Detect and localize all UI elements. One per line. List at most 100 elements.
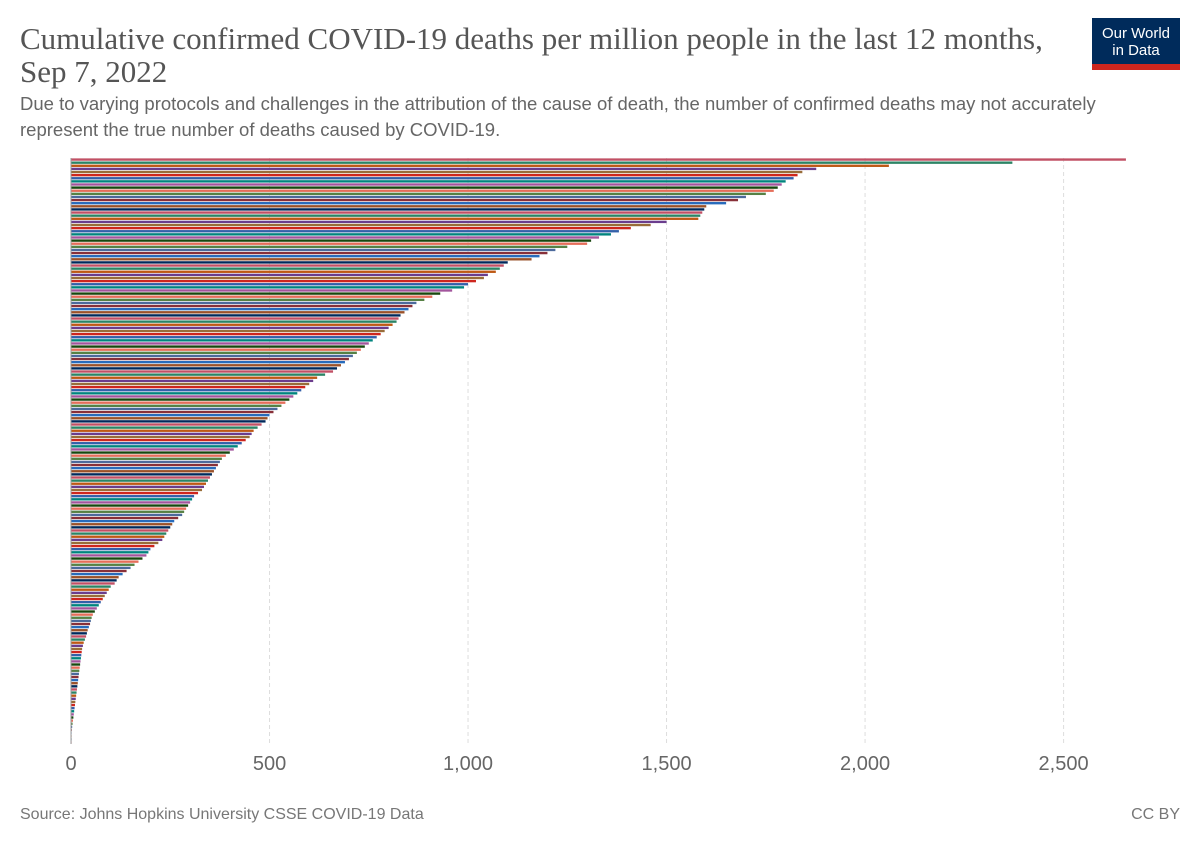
bar[interactable] bbox=[71, 217, 699, 220]
bar[interactable] bbox=[71, 569, 127, 573]
bar[interactable] bbox=[71, 264, 504, 267]
bar[interactable] bbox=[71, 710, 75, 713]
bar[interactable] bbox=[71, 675, 79, 679]
bar[interactable] bbox=[71, 566, 131, 570]
bar[interactable] bbox=[71, 438, 246, 442]
bar[interactable] bbox=[71, 298, 425, 302]
bar[interactable] bbox=[71, 448, 234, 451]
bar[interactable] bbox=[71, 685, 78, 688]
bar[interactable] bbox=[71, 351, 357, 354]
bar[interactable] bbox=[71, 544, 155, 548]
bar[interactable] bbox=[71, 189, 774, 192]
bar[interactable] bbox=[71, 311, 405, 314]
bar[interactable] bbox=[71, 183, 782, 186]
bar[interactable] bbox=[71, 644, 83, 647]
bar[interactable] bbox=[71, 647, 83, 651]
bar[interactable] bbox=[71, 339, 373, 342]
bar[interactable] bbox=[71, 516, 179, 520]
bar[interactable] bbox=[71, 650, 82, 654]
bar[interactable] bbox=[71, 694, 77, 697]
source-note[interactable]: Source: Johns Hopkins University CSSE CO… bbox=[20, 806, 424, 823]
bar[interactable] bbox=[71, 532, 167, 535]
bar[interactable] bbox=[71, 616, 92, 619]
bar[interactable] bbox=[71, 354, 353, 358]
bar[interactable] bbox=[71, 177, 794, 180]
bar[interactable] bbox=[71, 495, 195, 498]
bar[interactable] bbox=[71, 239, 592, 242]
bar[interactable] bbox=[71, 233, 611, 236]
bar[interactable] bbox=[71, 164, 889, 167]
bar[interactable] bbox=[71, 526, 171, 529]
bar[interactable] bbox=[71, 594, 105, 598]
bar[interactable] bbox=[71, 678, 79, 682]
bar[interactable] bbox=[71, 226, 631, 230]
bar[interactable] bbox=[71, 582, 115, 585]
bar[interactable] bbox=[71, 323, 393, 326]
bar[interactable] bbox=[71, 267, 500, 270]
bar[interactable] bbox=[71, 579, 117, 582]
bar[interactable] bbox=[71, 551, 149, 554]
bar[interactable] bbox=[71, 364, 341, 367]
bar[interactable] bbox=[71, 360, 345, 364]
bar[interactable] bbox=[71, 535, 165, 538]
bar[interactable] bbox=[71, 317, 399, 320]
bar[interactable] bbox=[71, 513, 183, 517]
bar[interactable] bbox=[71, 236, 600, 239]
bar[interactable] bbox=[71, 255, 540, 258]
bar[interactable] bbox=[71, 251, 548, 255]
bar[interactable] bbox=[71, 367, 338, 370]
owid-logo[interactable]: Our World in Data bbox=[1092, 18, 1180, 70]
bar[interactable] bbox=[71, 507, 187, 510]
bar[interactable] bbox=[71, 401, 286, 404]
bar[interactable] bbox=[71, 632, 87, 635]
bar[interactable] bbox=[71, 706, 75, 710]
bar[interactable] bbox=[71, 245, 568, 249]
bar[interactable] bbox=[71, 669, 80, 672]
bar[interactable] bbox=[71, 329, 385, 333]
bar[interactable] bbox=[71, 476, 210, 479]
bar[interactable] bbox=[71, 161, 1013, 164]
bar[interactable] bbox=[71, 576, 119, 579]
bar[interactable] bbox=[71, 454, 226, 457]
bar[interactable] bbox=[71, 613, 93, 616]
bar[interactable] bbox=[71, 423, 262, 426]
bar[interactable] bbox=[71, 510, 185, 513]
bar[interactable] bbox=[71, 657, 81, 660]
bar[interactable] bbox=[71, 398, 290, 401]
bar[interactable] bbox=[71, 336, 377, 339]
bar[interactable] bbox=[71, 435, 250, 439]
bar[interactable] bbox=[71, 426, 258, 429]
bar[interactable] bbox=[71, 666, 80, 669]
bar[interactable] bbox=[71, 466, 216, 470]
bar[interactable] bbox=[71, 463, 218, 467]
bar[interactable] bbox=[71, 230, 619, 233]
bar[interactable] bbox=[71, 722, 73, 725]
bar[interactable] bbox=[71, 195, 746, 199]
bar[interactable] bbox=[71, 653, 82, 657]
bar[interactable] bbox=[71, 342, 369, 345]
bar[interactable] bbox=[71, 498, 193, 501]
bar[interactable] bbox=[71, 719, 73, 722]
bar[interactable] bbox=[71, 180, 786, 183]
bar[interactable] bbox=[71, 482, 206, 485]
bar[interactable] bbox=[71, 248, 556, 252]
bar[interactable] bbox=[71, 442, 242, 445]
bar[interactable] bbox=[71, 629, 88, 632]
bar[interactable] bbox=[71, 413, 270, 417]
bar[interactable] bbox=[71, 625, 89, 629]
bar[interactable] bbox=[71, 173, 798, 177]
bar[interactable] bbox=[71, 345, 365, 348]
bar[interactable] bbox=[71, 301, 417, 305]
bar[interactable] bbox=[71, 470, 214, 473]
bar[interactable] bbox=[71, 205, 707, 208]
bar[interactable] bbox=[71, 186, 778, 189]
bar[interactable] bbox=[71, 588, 109, 591]
bar[interactable] bbox=[71, 382, 310, 386]
bar[interactable] bbox=[71, 332, 381, 336]
bar[interactable] bbox=[71, 420, 266, 423]
bar[interactable] bbox=[71, 538, 163, 542]
bar[interactable] bbox=[71, 619, 91, 623]
bar[interactable] bbox=[71, 261, 508, 264]
bar[interactable] bbox=[71, 395, 294, 398]
bar[interactable] bbox=[71, 304, 413, 308]
